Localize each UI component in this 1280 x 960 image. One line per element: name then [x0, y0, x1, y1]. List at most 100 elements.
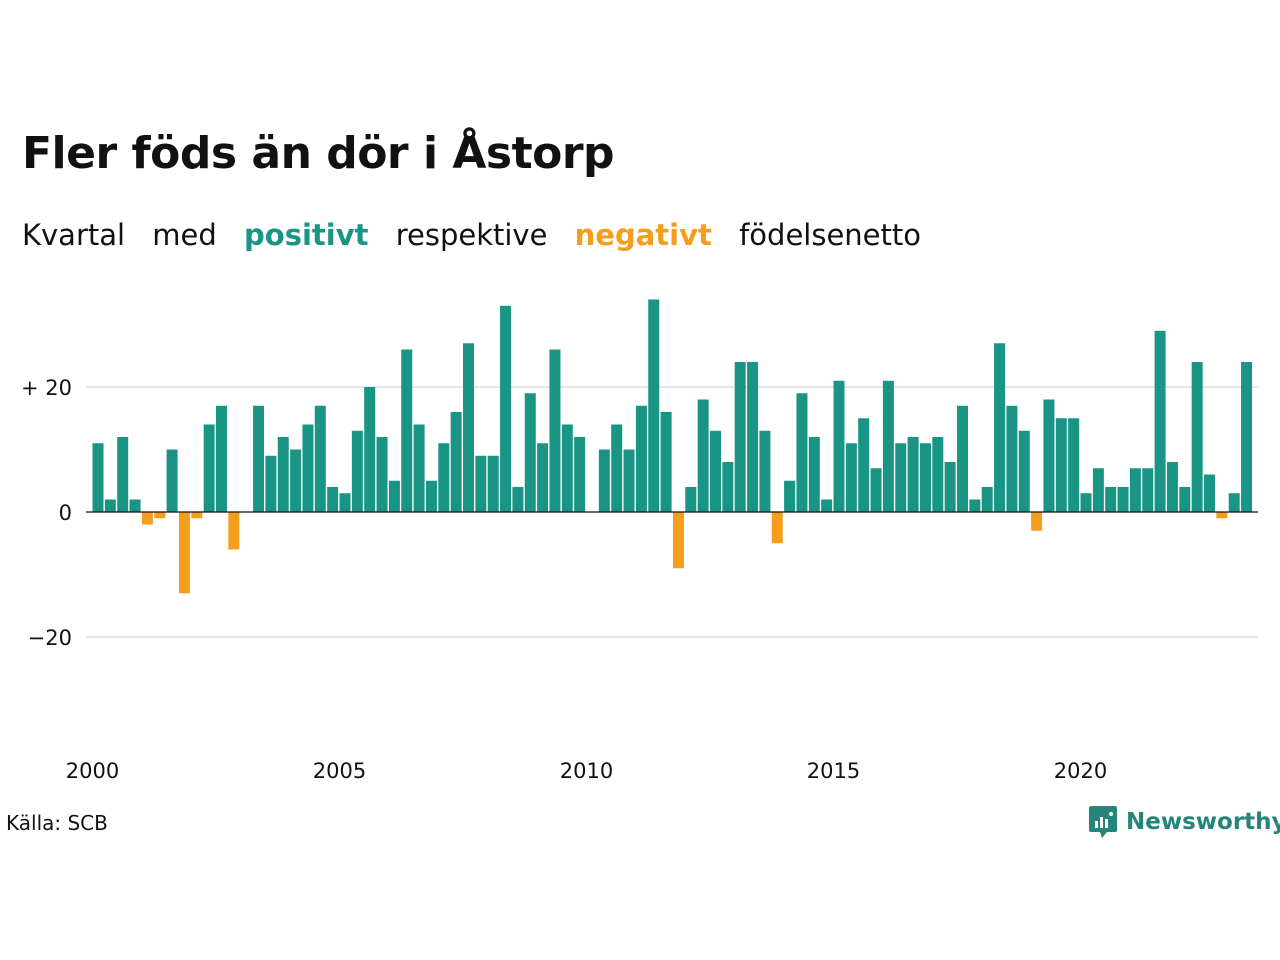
bar-positive — [512, 487, 524, 512]
bar-positive — [401, 349, 413, 512]
bar-positive — [932, 437, 944, 512]
bar-positive — [475, 455, 487, 512]
bar-positive — [648, 299, 660, 512]
bar-positive — [413, 424, 425, 512]
bar-positive — [685, 487, 697, 512]
bar-positive — [265, 455, 277, 512]
bar-positive — [1105, 487, 1117, 512]
bar-positive — [388, 480, 400, 512]
bar-positive — [327, 487, 339, 512]
bar-positive — [1117, 487, 1129, 512]
bar-positive — [821, 499, 833, 512]
bar-positive — [1068, 418, 1080, 512]
bar-positive — [1154, 330, 1166, 512]
bar-positive — [870, 468, 882, 512]
bar-positive — [833, 380, 845, 512]
subtitle-negative-legend: negativt — [574, 218, 712, 252]
bar-positive — [1055, 418, 1067, 512]
bar-positive — [524, 393, 536, 512]
chart-subtitle: Kvartal med positivt respektive negativt… — [22, 218, 939, 252]
bar-positive — [1204, 474, 1215, 512]
subtitle-word-birth-surplus: födelsenetto — [739, 218, 921, 252]
bar-positive — [722, 462, 734, 512]
bar-positive — [944, 462, 956, 512]
bar-positive — [747, 362, 759, 512]
bar-positive — [660, 412, 672, 512]
y-tick-label: + 20 — [21, 376, 72, 400]
bar-negative — [1031, 512, 1043, 531]
x-tick-label: 2015 — [807, 759, 860, 783]
bar-positive — [697, 399, 709, 512]
bar-positive — [1166, 462, 1178, 512]
bar-positive — [858, 418, 870, 512]
bar-positive — [1043, 399, 1055, 512]
bar-positive — [376, 437, 388, 512]
brand-name: Newsworthy — [1126, 809, 1280, 835]
bar-positive — [129, 499, 141, 512]
bar-positive — [1080, 493, 1092, 512]
bar-positive — [1179, 487, 1191, 512]
brand-logo: Newsworthy — [1088, 804, 1280, 840]
bar-positive — [1191, 362, 1203, 512]
bar-positive — [1129, 468, 1141, 512]
bar-positive — [216, 405, 227, 512]
bar-positive — [981, 487, 993, 512]
bar-negative — [771, 512, 783, 544]
x-tick-label: 2010 — [560, 759, 613, 783]
bar-negative — [178, 512, 190, 594]
bar-positive — [969, 499, 981, 512]
bar-positive — [290, 449, 302, 512]
bar-positive — [907, 437, 919, 512]
bar-positive — [339, 493, 351, 512]
bar-positive — [364, 387, 376, 512]
bar-negative — [1216, 512, 1228, 519]
bar-positive — [957, 405, 968, 512]
bar-positive — [845, 443, 857, 512]
bar-positive — [623, 449, 635, 512]
bar-negative — [228, 512, 240, 550]
bar-positive — [104, 499, 116, 512]
bar-positive — [438, 443, 450, 512]
source-note: Källa: SCB — [6, 811, 108, 835]
bar-positive — [500, 305, 512, 512]
bar-negative — [154, 512, 166, 519]
bar-positive — [808, 437, 820, 512]
bar-positive — [882, 380, 894, 512]
newsworthy-logo-icon — [1089, 806, 1117, 838]
bar-positive — [487, 455, 499, 512]
bar-positive — [117, 437, 129, 512]
bar-positive — [919, 443, 931, 512]
bar-positive — [425, 480, 437, 512]
subtitle-word-respectively: respektive — [395, 218, 548, 252]
bar-positive — [450, 412, 462, 512]
bar-positive — [253, 405, 265, 512]
bar-positive — [277, 437, 289, 512]
bar-positive — [796, 393, 808, 512]
bar-positive — [611, 424, 623, 512]
bar-positive — [734, 362, 746, 512]
bar-positive — [549, 349, 561, 512]
chart-title: Fler föds än dör i Åstorp — [22, 128, 615, 179]
bar-chart: + 20 0 −20 2000 2005 2010 2015 2020 — [21, 299, 1258, 783]
bar-positive — [314, 405, 326, 512]
bar-positive — [635, 405, 647, 512]
bar-positive — [561, 424, 573, 512]
bar-positive — [302, 424, 314, 512]
y-tick-label: 0 — [59, 501, 72, 525]
bar-positive — [1006, 405, 1018, 512]
bar-positive — [574, 437, 586, 512]
bar-positive — [1142, 468, 1154, 512]
bar-positive — [784, 480, 796, 512]
bar-positive — [463, 343, 474, 512]
bar-positive — [895, 443, 907, 512]
bar-positive — [1228, 493, 1240, 512]
bar-positive — [759, 430, 771, 512]
bar-positive — [598, 449, 610, 512]
bar-positive — [710, 430, 721, 512]
x-tick-label: 2000 — [66, 759, 119, 783]
subtitle-word-quarter: Kvartal — [22, 218, 126, 252]
bar-positive — [92, 443, 104, 512]
y-tick-label: −20 — [28, 626, 72, 650]
x-tick-label: 2020 — [1054, 759, 1107, 783]
bar-positive — [1018, 430, 1030, 512]
